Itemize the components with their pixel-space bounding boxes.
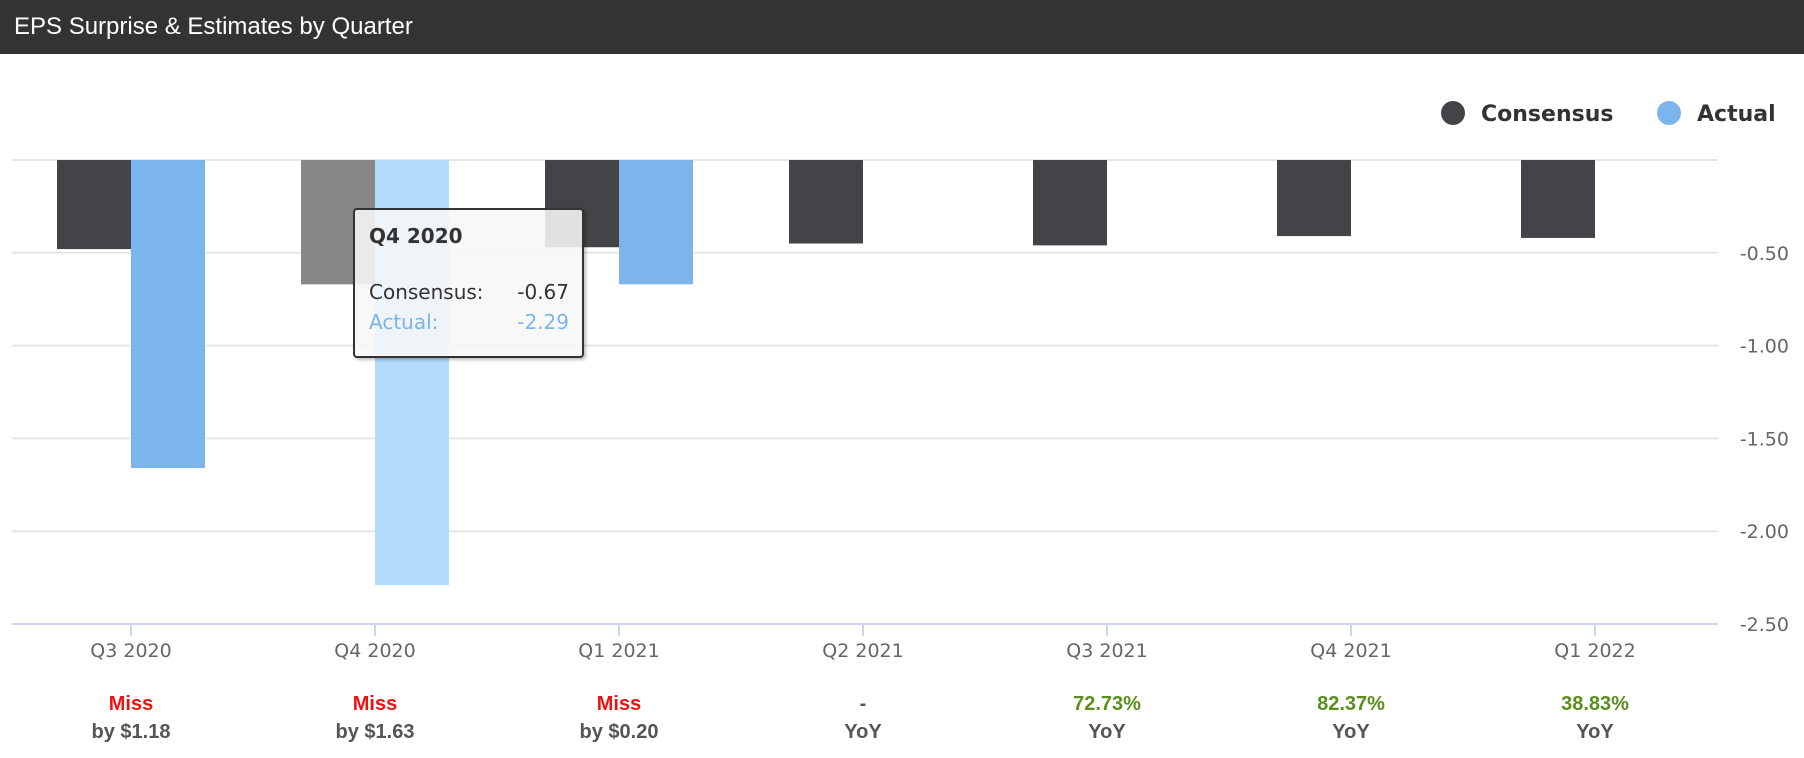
x-tick-label: Q4 2021: [1310, 640, 1391, 662]
tooltip-title: Q4 2020: [369, 224, 463, 248]
actual-bar: [131, 160, 205, 469]
surprise-status: Miss: [597, 693, 641, 715]
surprise-detail: by $1.63: [336, 721, 415, 743]
surprise-detail: YoY: [844, 721, 882, 743]
surprise-status: Miss: [109, 693, 153, 715]
surprise-status: Miss: [353, 693, 397, 715]
y-tick-label: -2.50: [1740, 614, 1789, 636]
tooltip: Q4 2020 Consensus: -0.67 Actual: -2.29: [353, 208, 584, 358]
x-tick-label: Q2 2021: [822, 640, 903, 662]
consensus-bar: [57, 160, 131, 250]
x-tick-label: Q3 2021: [1066, 640, 1147, 662]
consensus-bar: [1033, 160, 1107, 246]
tooltip-consensus-value: -0.67: [517, 280, 569, 304]
surprise-detail: YoY: [1576, 721, 1614, 743]
legend-consensus-marker: [1441, 101, 1465, 125]
consensus-bar: [1521, 160, 1595, 238]
tooltip-consensus-label: Consensus:: [369, 280, 484, 304]
x-tick-label: Q3 2020: [90, 640, 171, 662]
tooltip-actual-label: Actual:: [369, 310, 439, 334]
x-tick-label: Q4 2020: [334, 640, 415, 662]
surprise-status: 38.83%: [1561, 693, 1629, 715]
surprise-detail: YoY: [1332, 721, 1370, 743]
legend-consensus: Consensus: [1481, 102, 1613, 127]
chart-header: EPS Surprise & Estimates by Quarter: [0, 0, 1804, 54]
surprise-detail: by $1.18: [92, 721, 171, 743]
x-tick-label: Q1 2021: [578, 640, 659, 662]
tooltip-actual-row: Actual: -2.29: [369, 310, 569, 334]
y-tick-label: -1.50: [1740, 428, 1789, 450]
y-tick-label: -2.00: [1740, 521, 1789, 543]
tooltip-actual-value: -2.29: [517, 310, 569, 334]
x-tick-label: Q1 2022: [1554, 640, 1635, 662]
consensus-bar: [1277, 160, 1351, 237]
surprise-status: 72.73%: [1073, 693, 1141, 715]
chart-title: EPS Surprise & Estimates by Quarter: [14, 13, 413, 40]
actual-bar: [619, 160, 693, 285]
tooltip-consensus-row: Consensus: -0.67: [369, 280, 569, 304]
y-tick-label: -1.00: [1740, 336, 1789, 358]
y-tick-label: -0.50: [1740, 243, 1789, 265]
surprise-status: 82.37%: [1317, 693, 1385, 715]
legend-actual: Actual: [1697, 102, 1776, 127]
surprise-detail: by $0.20: [580, 721, 659, 743]
surprise-detail: YoY: [1088, 721, 1126, 743]
consensus-bar: [789, 160, 863, 244]
surprise-status: -: [860, 693, 867, 715]
legend-actual-marker: [1657, 101, 1681, 125]
